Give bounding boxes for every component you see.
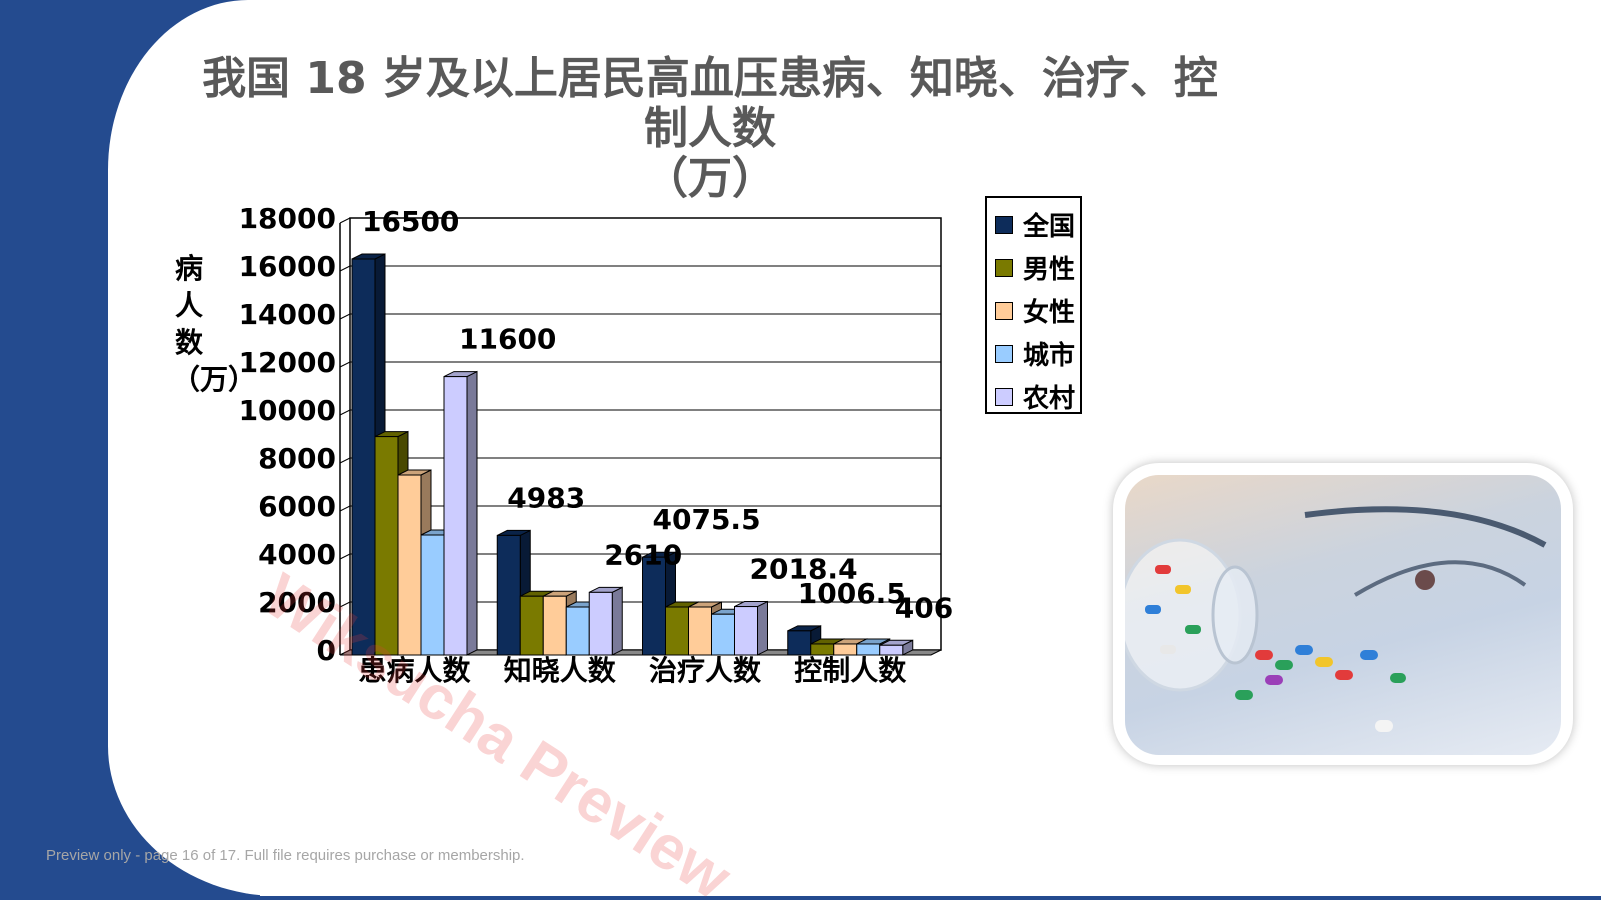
gridline-side xyxy=(339,457,351,464)
x-tick-label: 治疗人数 xyxy=(649,654,762,687)
photo-frame xyxy=(1113,463,1573,765)
legend-item: 全国 xyxy=(987,203,1080,246)
chart-legend: 全国 男性 女性 城市 农村 xyxy=(985,196,1082,414)
pill xyxy=(1295,645,1313,655)
pill xyxy=(1175,585,1191,594)
pill xyxy=(1145,605,1161,614)
pill xyxy=(1255,650,1273,660)
legend-swatch xyxy=(995,258,1013,277)
background-band-bottom xyxy=(0,896,1601,900)
y-tick-label: 8000 xyxy=(258,442,336,475)
legend-label: 全国 xyxy=(1023,212,1076,242)
bar xyxy=(642,556,666,656)
legend-item: 农村 xyxy=(987,375,1080,418)
bar xyxy=(688,606,712,656)
gridline-side xyxy=(339,265,351,272)
bar xyxy=(665,606,689,656)
gridline-side xyxy=(339,601,351,608)
legend-item: 城市 xyxy=(987,332,1080,375)
stethoscope-earpiece xyxy=(1415,570,1435,590)
bar xyxy=(519,595,544,656)
data-label: 4983 xyxy=(507,481,585,514)
pill xyxy=(1360,650,1378,660)
gridline-side xyxy=(339,313,351,320)
pill xyxy=(1160,645,1176,654)
x-tick-label: 控制人数 xyxy=(794,654,907,687)
y-tick-label: 0 xyxy=(317,634,336,667)
legend-swatch xyxy=(995,215,1013,234)
pill xyxy=(1375,720,1393,732)
legend-label: 男性 xyxy=(1023,255,1076,285)
legend-swatch xyxy=(995,344,1013,363)
y-tick-label: 4000 xyxy=(258,538,336,571)
bar xyxy=(588,591,613,656)
bar xyxy=(734,606,758,656)
stethoscope-tube xyxy=(1353,560,1527,597)
legend-label: 农村 xyxy=(1023,384,1076,414)
pill xyxy=(1155,565,1171,574)
slide-title: 我国 18 岁及以上居民高血压患病、知晓、治疗、控制人数 （万） xyxy=(200,54,1220,204)
data-label: 2610 xyxy=(604,538,682,571)
preview-footer: Preview only - page 16 of 17. Full file … xyxy=(46,847,525,864)
data-label: 4075.5 xyxy=(653,503,761,536)
x-tick-label: 知晓人数 xyxy=(504,654,617,687)
bar xyxy=(565,606,590,656)
y-axis-label: 病人数（万） xyxy=(172,252,256,396)
y-tick-label: 10000 xyxy=(239,394,336,427)
data-label: 2018.4 xyxy=(750,553,858,586)
gridline-side xyxy=(339,409,351,416)
data-label: 406 xyxy=(895,591,953,624)
bar xyxy=(351,258,376,656)
bar-side xyxy=(466,370,478,656)
pill xyxy=(1390,673,1406,683)
gridline-side xyxy=(339,553,351,560)
stethoscope-tube xyxy=(1304,506,1547,548)
bar xyxy=(542,595,567,656)
pill xyxy=(1235,690,1253,700)
gridline-side xyxy=(339,505,351,512)
bar xyxy=(420,534,445,656)
pill xyxy=(1315,657,1333,667)
data-label: 16500 xyxy=(362,205,459,238)
pill xyxy=(1185,625,1201,634)
legend-item: 女性 xyxy=(987,289,1080,332)
x-tick-label: 患病人数 xyxy=(358,654,471,687)
pill xyxy=(1265,675,1283,685)
pill xyxy=(1335,670,1353,680)
title-line-1: 我国 18 岁及以上居民高血压患病、知晓、治疗、控制人数 xyxy=(202,53,1218,154)
legend-swatch xyxy=(995,301,1013,320)
medicine-pills-photo xyxy=(1125,475,1561,755)
legend-swatch xyxy=(995,387,1013,406)
title-line-2: （万） xyxy=(644,153,776,204)
bar xyxy=(443,376,468,656)
legend-item: 男性 xyxy=(987,246,1080,289)
legend-label: 女性 xyxy=(1023,298,1076,328)
gridline-side xyxy=(339,217,351,224)
data-label: 1006.5 xyxy=(798,577,906,610)
y-tick-label: 6000 xyxy=(258,490,336,523)
y-tick-label: 18000 xyxy=(239,202,336,235)
bar xyxy=(787,630,812,656)
bar-side xyxy=(757,600,768,656)
bar xyxy=(397,474,422,656)
data-label: 11600 xyxy=(459,323,556,356)
y-tick-label: 2000 xyxy=(258,586,336,619)
bar xyxy=(711,613,735,656)
gridline-side xyxy=(339,361,351,368)
pills-illustration xyxy=(1125,506,1547,732)
pill-bottle-mouth xyxy=(1211,565,1259,665)
legend-label: 城市 xyxy=(1023,341,1076,371)
bar xyxy=(496,534,521,656)
pill xyxy=(1275,660,1293,670)
y-tick-label: 16000 xyxy=(239,250,336,283)
bar xyxy=(879,644,904,656)
y-tick-label: 12000 xyxy=(239,346,336,379)
bar-side xyxy=(611,586,623,656)
y-tick-label: 14000 xyxy=(239,298,336,331)
